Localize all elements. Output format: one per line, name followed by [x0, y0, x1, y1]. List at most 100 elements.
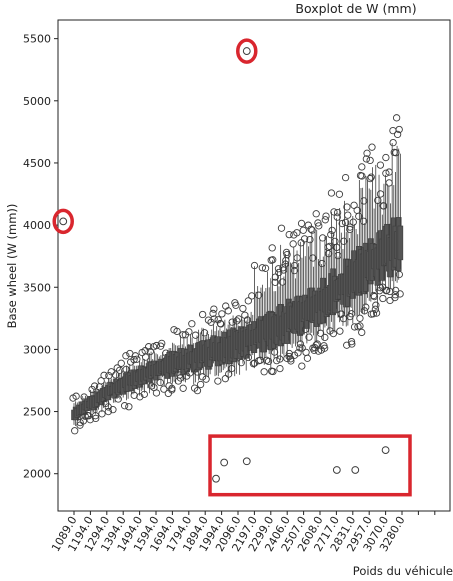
outlier-point [188, 320, 196, 328]
outlier-point [360, 307, 369, 315]
outlier-point [72, 392, 80, 400]
outlier-point [248, 292, 256, 300]
outlier-point [120, 402, 129, 410]
outlier-point [125, 403, 133, 411]
outlier-point [276, 355, 284, 363]
outlier-point [298, 344, 306, 352]
outlier-point [350, 323, 359, 331]
outlier-point [250, 359, 259, 367]
outlier-point [341, 218, 350, 227]
outlier-point [225, 370, 233, 378]
outlier-point [122, 352, 130, 360]
outlier-point [333, 213, 341, 221]
x-axis-label: Poids du véhicule [353, 564, 453, 578]
outlier-point [210, 315, 218, 323]
outlier-point [262, 356, 271, 364]
outlier-point [369, 291, 378, 300]
outlier-point [237, 358, 245, 367]
outlier-point [381, 446, 390, 454]
outlier-point [305, 333, 313, 341]
outlier-point [395, 125, 403, 134]
outlier-point [239, 304, 247, 313]
outlier-point [308, 226, 316, 234]
outlier-point [212, 474, 220, 483]
outlier-point [109, 406, 117, 414]
outlier-point [244, 353, 253, 362]
outlier-point [356, 314, 364, 322]
outlier-point [214, 377, 222, 385]
outlier-point [347, 310, 356, 318]
outlier-point [260, 368, 268, 376]
outlier-point [242, 457, 251, 466]
outlier-point [327, 189, 336, 197]
outlier-point [274, 265, 283, 273]
outlier-point [168, 386, 176, 394]
outlier-point [358, 328, 366, 337]
outlier-point [160, 385, 168, 393]
outlier-point [289, 240, 297, 248]
outlier-point [302, 348, 310, 357]
outlier-point [233, 317, 241, 325]
y-axis-ticks: 2000 2500 3000 3500 4000 4500 5000 5500 [23, 33, 58, 481]
outlier-point [293, 229, 301, 237]
outlier-point [152, 389, 161, 397]
outlier-point [258, 264, 266, 272]
outlier-point [318, 234, 327, 242]
outlier-point [348, 340, 356, 348]
outlier-point [196, 380, 205, 389]
outlier-point [210, 305, 218, 313]
outlier-point [268, 244, 276, 252]
y-tick-label: 4500 [23, 157, 51, 170]
annotations [52, 38, 412, 497]
outlier-point [71, 427, 79, 435]
outlier-point [298, 362, 306, 370]
outlier-point [379, 202, 387, 210]
outlier-point [290, 266, 299, 275]
outlier-point [198, 310, 207, 319]
outlier-point [270, 348, 279, 356]
outlier-point [97, 377, 105, 385]
outlier-point [315, 222, 323, 230]
outlier-point [209, 309, 217, 318]
outlier-point [336, 327, 344, 335]
outlier-point [285, 230, 293, 239]
outlier-point [356, 322, 364, 330]
outlier-point [355, 212, 363, 220]
outlier-point [216, 319, 225, 328]
outlier-point [220, 458, 229, 467]
outlier-point [367, 173, 375, 181]
outlier-point [285, 349, 293, 358]
outlier-point [299, 226, 307, 234]
outlier-point [285, 352, 293, 361]
outlier-point [112, 371, 120, 379]
outlier-point [156, 378, 164, 387]
outlier-point [141, 353, 150, 361]
outlier-point [198, 373, 207, 381]
outlier-point [344, 211, 352, 219]
outlier-point [341, 173, 350, 182]
outlier-point [313, 340, 321, 348]
outlier-point [228, 318, 236, 326]
outlier-point [321, 333, 329, 342]
y-tick-label: 2000 [23, 468, 51, 481]
y-tick-label: 4000 [23, 219, 51, 232]
outlier-point [338, 219, 346, 228]
y-axis-label: Base wheel (W (mm)) [5, 204, 19, 329]
outlier-point [312, 210, 320, 218]
outlier-point [158, 339, 166, 348]
outlier-point [333, 208, 342, 217]
outlier-point [392, 114, 401, 122]
outlier-point [86, 416, 94, 424]
outlier-point [234, 315, 243, 323]
outlier-point [300, 235, 309, 243]
outlier-point [395, 270, 403, 279]
outlier-point [321, 216, 329, 224]
highlight-ellipse [52, 208, 74, 235]
outlier-point [224, 307, 232, 315]
outlier-point [179, 331, 187, 339]
outlier-point [376, 161, 385, 169]
outlier-point [264, 357, 273, 366]
outlier-point [214, 316, 222, 324]
outlier-point [363, 149, 371, 157]
